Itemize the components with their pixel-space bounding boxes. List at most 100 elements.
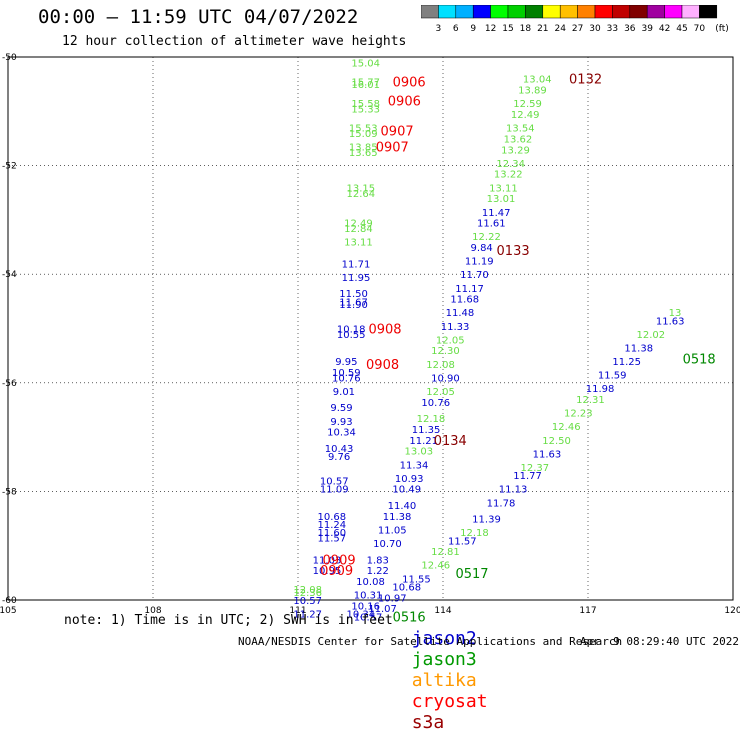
wave-height-value: 15.58 — [351, 99, 380, 110]
pass-time-label: 0908 — [366, 358, 399, 373]
legend-cryosat: cryosat — [411, 691, 488, 712]
pass-time-label: 0908 — [368, 323, 401, 338]
wave-height-value: 11.63 — [656, 316, 685, 327]
wave-height-value: 11.21 — [409, 436, 438, 447]
wave-height-value: 11.70 — [460, 270, 489, 281]
scale-label: 21 — [537, 24, 548, 34]
scale-label: 3 — [436, 24, 442, 34]
wave-height-value: 10.93 — [395, 474, 424, 485]
legend-jason2: jason2 — [411, 628, 477, 649]
scale-label: 36 — [624, 24, 636, 34]
wave-height-value: 11.35 — [412, 425, 441, 436]
wave-height-value: 1.22 — [367, 566, 389, 577]
wave-height-value: 11.40 — [388, 501, 417, 512]
pass-time-label: 0906 — [393, 75, 426, 90]
wave-height-value: 13 — [669, 308, 682, 319]
wave-height-value: 11.27 — [293, 610, 322, 621]
wave-height-value: 10.90 — [431, 373, 460, 384]
wave-height-value: 12.31 — [576, 395, 605, 406]
wave-height-value: 10.68 — [392, 582, 421, 593]
pass-time-label: 0517 — [455, 567, 488, 582]
wave-height-value: 11.13 — [499, 485, 528, 496]
wave-height-value: 10.43 — [325, 444, 354, 455]
wave-height-value: 12.23 — [564, 409, 593, 420]
y-tick-label: -52 — [2, 162, 17, 172]
wave-height-value: 12.59 — [513, 99, 542, 110]
y-tick-label: -58 — [2, 487, 17, 497]
pass-time-label: 0907 — [376, 141, 409, 156]
x-tick-label: 108 — [144, 606, 161, 616]
pass-time-label: 0134 — [434, 434, 467, 449]
x-tick-label: 120 — [724, 606, 740, 616]
wave-height-value: 11.57 — [448, 536, 477, 547]
wave-height-value: 11.19 — [465, 257, 494, 268]
wave-height-value: 11.98 — [586, 384, 615, 395]
wave-height-value: 12.08 — [293, 585, 322, 596]
x-tick-label: 105 — [0, 606, 17, 616]
x-tick-label: 111 — [289, 606, 306, 616]
wave-height-value: 11.34 — [400, 460, 429, 471]
wave-height-plot: 105 108 111 114 117 120 -50 -52 -54 -56 -58 -60 15.0… — [0, 53, 740, 625]
wave-height-value: 15.53 — [349, 124, 378, 135]
wave-height-value: 10.59 — [332, 368, 361, 379]
wave-height-value: 10.76 — [421, 398, 450, 409]
wave-height-value: 11.38 — [624, 344, 653, 355]
page-title: 00:00 – 11:59 UTC 04/07/2022 — [38, 6, 359, 28]
wave-height-value: 13.62 — [504, 134, 533, 145]
wave-height-value: 11.24 — [318, 520, 347, 531]
scale-label: 70 — [694, 24, 706, 34]
wave-height-value: 12.22 — [472, 232, 501, 243]
wave-height-value: 10.34 — [327, 428, 356, 439]
wave-height-value: 11.57 — [318, 534, 347, 545]
scale-unit: (ft) — [715, 24, 729, 34]
wave-height-value: 12.18 — [417, 414, 446, 425]
wave-height-value: 10.08 — [356, 577, 385, 588]
wave-height-value: 10.49 — [392, 485, 421, 496]
scale-label: 27 — [572, 24, 583, 34]
wave-height-value: 11.77 — [513, 471, 542, 482]
wave-height-value: 11.39 — [472, 515, 501, 526]
color-scale: 3 6 9 12 15 18 21 24 27 30 33 36 39 42 45 70 (ft) — [421, 5, 729, 34]
wave-height-value: 9.01 — [333, 387, 355, 398]
scale-label: 12 — [485, 24, 496, 34]
wave-height-value: 11.38 — [383, 512, 412, 523]
wave-height-value: 11.61 — [477, 219, 506, 230]
scale-label: 45 — [676, 24, 687, 34]
wave-height-value: 15.04 — [351, 58, 380, 69]
footer-timestamp: Apr 9 08:29:40 UTC 2022 — [580, 635, 739, 648]
wave-height-value: 12.46 — [552, 422, 581, 433]
wave-height-value: 13.22 — [494, 170, 523, 181]
wave-height-value: 9.59 — [330, 403, 352, 414]
page-subtitle: 12 hour collection of altimeter wave hei… — [62, 34, 407, 49]
wave-height-value: 10.97 — [378, 593, 407, 604]
wave-height-value: 11.25 — [612, 357, 641, 368]
y-tick-label: -60 — [2, 596, 17, 606]
legend-s3a: s3a — [411, 712, 445, 733]
wave-height-value: 10.18 — [337, 325, 366, 336]
wave-height-value: 9.76 — [328, 452, 350, 463]
pass-time-label: 0909 — [320, 564, 353, 579]
wave-height-value: 13.11 — [489, 183, 518, 194]
wave-height-value: 12.08 — [426, 360, 455, 371]
wave-height-value: 9.95 — [335, 357, 357, 368]
pass-time-label: 0516 — [393, 610, 426, 625]
wave-height-value: 11.48 — [446, 308, 475, 319]
wave-height-value: 11.03 — [313, 555, 342, 566]
wave-height-value: 13.04 — [523, 75, 552, 86]
wave-height-value: 15.33 — [351, 105, 380, 116]
wave-height-value: 11.09 — [320, 485, 349, 496]
pass-time-label: 0133 — [497, 244, 530, 259]
wave-height-value: 12.37 — [521, 463, 550, 474]
wave-height-value: 15.09 — [349, 129, 378, 140]
wave-height-value: 10.76 — [332, 373, 361, 384]
wave-height-value: 10.57 — [320, 477, 349, 488]
wave-height-value: 13.54 — [506, 124, 535, 135]
scale-label: 9 — [470, 24, 476, 34]
scale-label: 15 — [502, 24, 513, 34]
scale-label: 42 — [659, 24, 670, 34]
wave-height-value: 12.34 — [496, 159, 525, 170]
scale-label: 6 — [453, 24, 459, 34]
wave-height-value: 12.49 — [344, 219, 373, 230]
pass-time-label: 0909 — [323, 553, 356, 568]
scale-label: 33 — [607, 24, 618, 34]
